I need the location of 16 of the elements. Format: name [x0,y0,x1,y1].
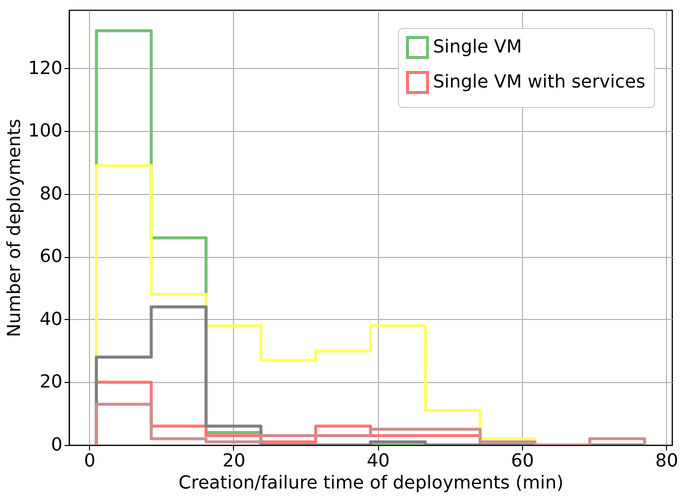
x-tick-label: 60 [511,450,534,472]
y-tick-label: 60 [40,246,62,268]
legend-label: Single VM with services [433,72,646,92]
x-tick-label: 0 [84,450,96,472]
y-tick-label: 120 [28,58,62,79]
y-tick-label: 40 [40,308,62,330]
y-axis-title: Number of deployments [4,118,26,338]
x-axis-title: Creation/failure time of deployments (min) [178,472,564,494]
y-tick-label: 80 [40,183,62,204]
x-tick-label: 80 [655,450,678,472]
legend-label: Single VM [433,36,522,58]
x-tick-label: 20 [222,450,246,472]
y-tick-label: 20 [40,372,62,393]
y-tick-label: 100 [28,120,62,142]
y-tick-label: 0 [51,434,62,456]
x-tick-label: 40 [366,450,390,472]
